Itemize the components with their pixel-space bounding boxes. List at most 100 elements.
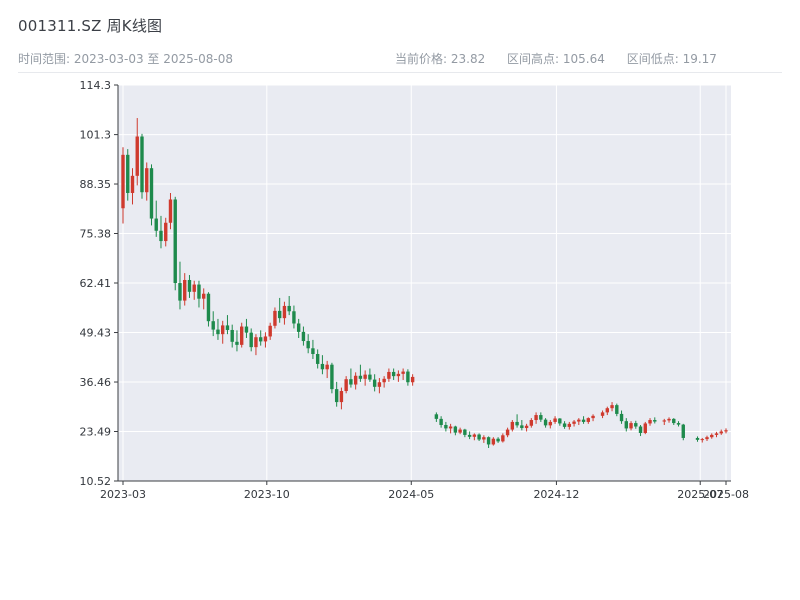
candle-body: [292, 311, 296, 324]
candle-body: [126, 154, 130, 193]
y-tick-label: 88.35: [80, 178, 112, 191]
info-row: 时间范围: 2023-03-03 至 2025-08-08 当前价格: 23.8…: [18, 50, 782, 66]
stats-group: 当前价格: 23.82 区间高点: 105.64 区间低点: 19.17: [395, 50, 735, 67]
candle-body: [301, 331, 306, 342]
candle-body: [505, 429, 510, 436]
candle-body: [591, 415, 595, 419]
candle-body: [710, 434, 714, 438]
candle-body: [619, 413, 624, 422]
candle-body: [643, 423, 647, 433]
candle-body: [700, 439, 704, 441]
candle-body: [372, 379, 377, 387]
candle-body: [577, 419, 581, 422]
candle-body: [135, 136, 139, 176]
y-tick-label: 10.52: [80, 475, 112, 488]
candle-body: [572, 421, 576, 424]
candle-body: [391, 371, 396, 377]
candle-body: [325, 364, 329, 370]
current-price-label: 当前价格: 23.82: [395, 52, 486, 66]
candle-body: [524, 425, 529, 429]
candle-body: [624, 421, 628, 429]
range-low-label: 区间低点: 19.17: [626, 52, 717, 66]
candle-body: [562, 423, 567, 427]
candle-body: [605, 408, 609, 413]
candle-body: [444, 424, 448, 429]
candle-body: [154, 218, 158, 231]
candle-body: [268, 325, 272, 337]
candle-body: [662, 420, 666, 422]
candle-body: [482, 437, 486, 440]
candle-body: [548, 421, 553, 426]
candle-body: [206, 293, 211, 322]
candle-body: [353, 375, 358, 385]
candle-body: [349, 379, 353, 385]
x-tick-label: 2024-05: [388, 488, 434, 501]
candle-body: [282, 305, 287, 319]
candle-body: [387, 371, 391, 379]
candle-body: [334, 389, 339, 403]
candle-body: [600, 412, 605, 416]
candle-body: [434, 414, 439, 419]
candle-body: [667, 418, 671, 421]
candle-body: [145, 168, 149, 193]
candle-body: [534, 415, 538, 421]
candle-body: [553, 418, 557, 422]
candle-body: [377, 382, 382, 387]
candle-body: [263, 336, 268, 342]
candle-body: [216, 329, 220, 335]
x-tick-label: 2025-07: [677, 488, 723, 501]
candle-body: [681, 424, 685, 438]
candle-body: [486, 437, 491, 445]
candle-body: [192, 284, 196, 292]
candle-body: [273, 310, 277, 326]
candle-body: [187, 279, 192, 292]
candle-body: [358, 375, 363, 379]
candle-body: [296, 323, 301, 332]
candle-body: [539, 415, 543, 420]
candle-body: [173, 199, 177, 284]
candle-body: [515, 421, 519, 426]
candle-body: [183, 279, 187, 301]
candle-body: [705, 437, 709, 440]
candle-body: [719, 431, 723, 434]
candle-body: [221, 325, 225, 335]
candle-body: [472, 434, 477, 437]
candle-body: [363, 374, 367, 379]
candle-body: [320, 363, 325, 370]
candle-body: [501, 435, 505, 442]
candle-body: [244, 326, 249, 333]
candle-body: [510, 421, 515, 430]
candle-body: [178, 283, 182, 301]
candle-body: [225, 325, 230, 330]
candle-body: [581, 419, 586, 422]
candle-body: [714, 433, 719, 435]
candle-body: [130, 175, 135, 193]
candle-body: [520, 425, 524, 429]
candle-body: [648, 420, 652, 424]
candle-body: [558, 418, 562, 424]
candle-body: [277, 310, 282, 319]
x-tick-label: 2024-12: [533, 488, 579, 501]
y-tick-label: 36.46: [80, 376, 112, 389]
y-tick-label: 114.3: [80, 79, 112, 92]
candle-body: [382, 378, 386, 383]
candle-body: [149, 168, 154, 219]
candle-body: [724, 430, 728, 432]
y-tick-label: 101.3: [80, 129, 112, 142]
candle-body: [235, 341, 239, 345]
candle-body: [638, 426, 643, 433]
range-high-label: 区间高点: 105.64: [507, 52, 605, 66]
candle-body: [695, 437, 700, 440]
candle-body: [634, 423, 638, 427]
candle-body: [676, 423, 681, 425]
header-divider: [18, 72, 782, 73]
candle-body: [453, 426, 458, 433]
candle-body: [491, 438, 496, 445]
candle-body: [339, 391, 344, 403]
candle-body: [529, 420, 534, 426]
candle-body: [140, 136, 144, 193]
y-tick-label: 75.38: [80, 228, 112, 241]
candle-body: [240, 326, 244, 345]
candle-body: [610, 405, 614, 409]
